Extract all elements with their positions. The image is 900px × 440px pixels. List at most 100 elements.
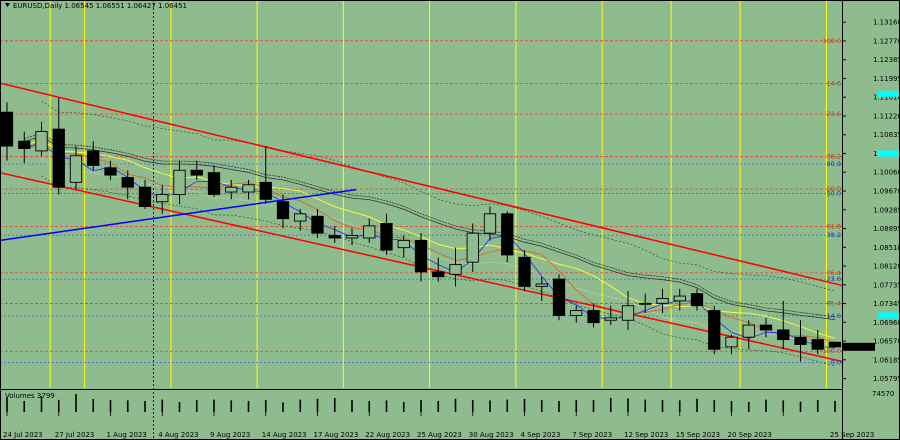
day-separators — [49, 0, 827, 440]
date-tick-label: 25 Aug 2023 — [417, 431, 462, 439]
candle-body — [52, 128, 65, 188]
price-tick-label: 1.11610 — [873, 94, 900, 102]
candle-body — [518, 256, 531, 287]
price-tick-label: 1.06960 — [873, 319, 900, 327]
price-tick-label: 1.07345 — [873, 300, 900, 308]
date-tick-label: 20 Sep 2023 — [728, 431, 772, 439]
fib-red-label: 85.4 — [827, 300, 841, 308]
price-tick-label: 1.07735 — [873, 281, 900, 289]
date-tick-label: 24 Jul 2023 — [3, 431, 43, 439]
fib-red-label: 100.0 — [822, 37, 841, 45]
fib-red-label: 38.2 — [827, 153, 841, 161]
fib-blue-label: 0.0 — [831, 358, 841, 366]
candle-body — [432, 271, 445, 278]
date-tick-label: 4 Sep 2023 — [521, 431, 561, 439]
candle-body — [0, 111, 14, 147]
price-tick-label: 1.09670 — [873, 188, 900, 196]
fib-blue-label: 23.6 — [827, 275, 841, 283]
candle-body — [397, 239, 410, 249]
price-tick-label: 1.06570 — [873, 338, 900, 346]
candle-body — [708, 310, 721, 350]
symbol-header: EURUSD,Daily 1.06545 1.06551 1.06427 1.0… — [13, 2, 187, 10]
fib-blue-label: 50.0 — [827, 189, 841, 197]
candle-body — [173, 169, 186, 195]
ma-yellow-line — [24, 139, 836, 339]
candle-body — [138, 186, 152, 207]
channel-upper-line — [0, 82, 843, 287]
candle-body — [759, 324, 773, 331]
price-tick-label: 1.09285 — [873, 206, 900, 214]
date-tick-label: 14 Aug 2023 — [262, 431, 307, 439]
fib-red-label: 61.8 — [827, 222, 841, 230]
candle-body — [811, 339, 824, 350]
candle-body — [466, 232, 479, 263]
candle-body — [18, 140, 31, 149]
price-tick-label: 1.05795 — [873, 375, 900, 383]
price-tick-label: 1.11995 — [873, 75, 900, 83]
candle-body — [449, 264, 462, 275]
fib-red-label: 76.4 — [827, 269, 841, 277]
candle-body — [69, 155, 83, 183]
candle-body — [587, 310, 600, 324]
candle-body — [35, 131, 48, 152]
candle-body — [121, 177, 134, 188]
candle-body — [380, 223, 393, 251]
candle-body — [639, 302, 652, 305]
current-price-box — [843, 342, 875, 351]
time-axis: 24 Jul 2023 27 Jul 2023 1 Aug 2023 4 Aug 20… — [3, 412, 874, 439]
price-tick-label: 1.08895 — [873, 225, 900, 233]
date-tick-label: 4 Aug 2023 — [158, 431, 198, 439]
candle-body — [570, 310, 583, 316]
candle-body — [345, 235, 359, 239]
candle-body — [742, 324, 755, 338]
fib-blue-label: 14.6 — [827, 312, 841, 320]
ma-black-dash-line — [24, 132, 836, 318]
candle-body — [156, 194, 169, 203]
candle-body — [259, 181, 272, 200]
price-tick-label: 1.06185 — [873, 356, 900, 364]
date-tick-label: 30 Aug 2023 — [469, 431, 514, 439]
candle-body — [414, 239, 428, 273]
candle-body — [225, 186, 238, 193]
candle-body — [328, 235, 341, 239]
date-tick-label: 17 Aug 2023 — [314, 431, 359, 439]
candle-body — [501, 213, 514, 256]
fib-red-label: 50.0 — [827, 185, 841, 193]
candle-body — [690, 293, 704, 307]
price-tick-label: 1.12385 — [873, 56, 900, 64]
cyan-level-marker — [878, 150, 900, 157]
candle-body — [242, 184, 255, 193]
candlesticks — [0, 97, 842, 362]
date-tick-label: 25 Sep 2023 — [830, 431, 874, 439]
price-tick-label: 1.13160 — [873, 19, 900, 27]
fib-red-label: 23.6 — [827, 110, 841, 118]
candle-body — [725, 336, 738, 348]
date-tick-label: 7 Sep 2023 — [572, 431, 612, 439]
cyan-level-marker — [878, 90, 900, 97]
chevron-down-icon[interactable] — [5, 3, 10, 7]
price-tick-label: 1.08120 — [873, 263, 900, 271]
date-tick-label: 27 Jul 2023 — [55, 431, 95, 439]
upper-band-line — [41, 100, 836, 292]
candle-body — [483, 213, 497, 234]
fibonacci-labels: 100.0 14.6 23.6 38.2 50.0 61.8 76.4 85.4 100.0 80… — [822, 37, 841, 367]
candle-body — [552, 278, 566, 316]
date-tick-label: 12 Sep 2023 — [624, 431, 668, 439]
date-tick-label: 1 Aug 2023 — [107, 431, 147, 439]
price-tick-label: 1.11220 — [873, 112, 900, 120]
fib-blue-label: 38.2 — [827, 231, 841, 239]
fib-blue-label: 80.9 — [827, 160, 841, 168]
date-tick-label: 15 Sep 2023 — [676, 431, 720, 439]
price-tick-label: 1.08510 — [873, 244, 900, 252]
volume-scale-label: 74570 — [872, 390, 894, 398]
ma-black-line — [24, 135, 836, 321]
candle-body — [828, 341, 842, 348]
blue-trendline — [0, 188, 357, 242]
candle-body — [311, 215, 324, 234]
price-tick-label: 1.10060 — [873, 169, 900, 177]
current-price-label: 1.06451 — [845, 343, 874, 351]
fib-red-label: 14.6 — [827, 79, 841, 87]
